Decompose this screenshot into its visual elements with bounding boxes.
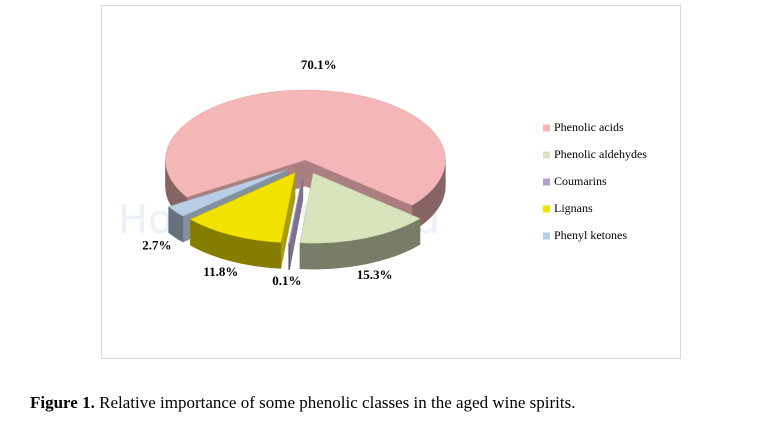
data-label: 70.1%	[301, 57, 337, 72]
legend-label: Phenyl ketones	[554, 228, 627, 242]
slice	[189, 172, 296, 243]
legend-swatch	[543, 178, 550, 186]
data-label: 15.3%	[357, 267, 393, 282]
legend: Phenolic acids Phenolic aldehydes Coumarin…	[543, 120, 647, 242]
legend-swatch	[543, 151, 550, 159]
legend-swatch	[543, 205, 550, 213]
caption-label: Figure 1.	[30, 393, 95, 412]
data-label: 0.1%	[272, 273, 301, 288]
pie: 70.1% 15.3% 0.1% 11.8% 2.7%	[142, 57, 446, 288]
caption-text: Relative importance of some phenolic cla…	[99, 393, 575, 412]
slice	[288, 173, 304, 244]
legend-swatch	[543, 232, 550, 240]
legend-label: Phenolic aldehydes	[554, 147, 647, 161]
slice	[165, 89, 446, 206]
caption: Figure 1. Relative importance of some ph…	[30, 393, 575, 412]
slice-rim	[288, 243, 290, 270]
legend-label: Phenolic acids	[554, 120, 624, 134]
slice	[168, 169, 288, 217]
legend-label: Lignans	[554, 201, 593, 215]
data-label: 2.7%	[142, 238, 171, 253]
legend-swatch	[543, 124, 550, 132]
slice	[299, 172, 421, 244]
data-label: 11.8%	[203, 264, 238, 279]
legend-label: Coumarins	[554, 174, 607, 188]
